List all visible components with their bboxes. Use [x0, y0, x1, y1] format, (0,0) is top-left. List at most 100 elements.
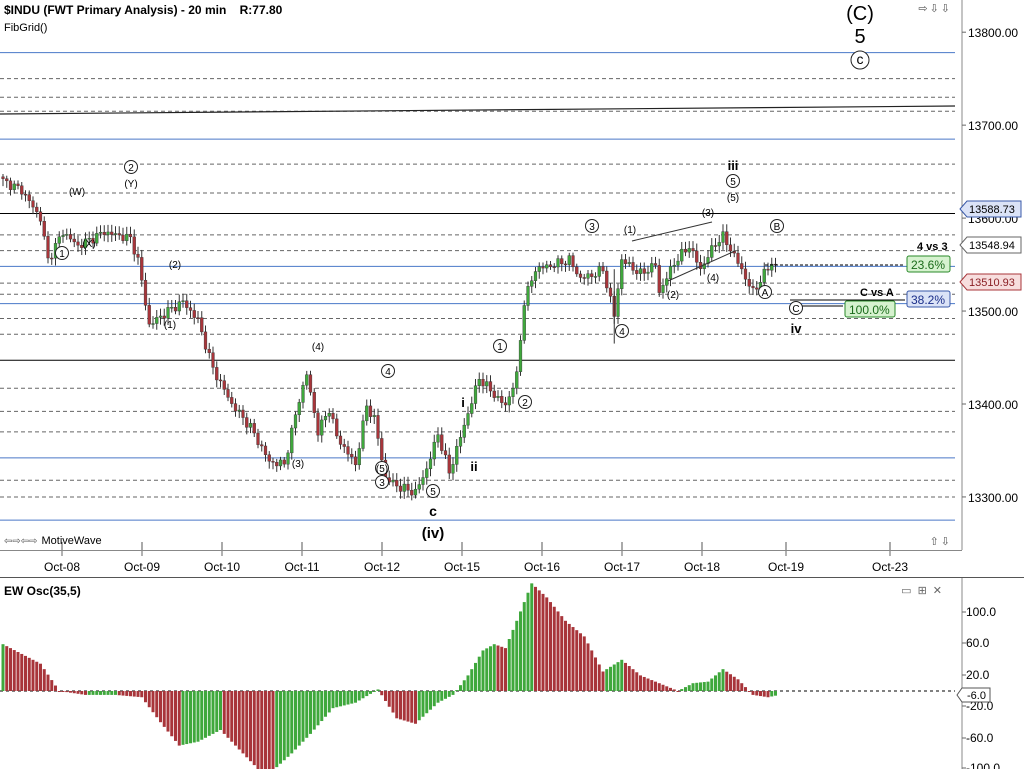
fib-level-badge[interactable]: 23.6% [906, 255, 951, 273]
candle [196, 310, 200, 324]
candle [1, 174, 5, 187]
wave-label-circled[interactable]: 2 [518, 395, 532, 410]
candle-body [650, 263, 654, 273]
candle [601, 262, 605, 274]
bottom-nav-icons[interactable]: ⇧⇩ [930, 535, 952, 548]
candle-body [252, 423, 256, 434]
price-chart[interactable]: 13300.0013400.0013500.0013600.0013700.00… [0, 0, 1024, 550]
osc-bar [586, 643, 590, 691]
wave-label-circled[interactable]: c [850, 50, 870, 70]
wave-label-circled[interactable]: 1 [55, 246, 69, 261]
navigation-arrows-icon[interactable]: ⇦⇨⇦⇨ [4, 535, 38, 547]
candle [117, 226, 121, 240]
osc-last-value-marker[interactable]: -6.0 [956, 687, 991, 703]
restore-icon[interactable]: ▭ [901, 585, 912, 597]
osc-bar [35, 661, 39, 691]
candle [432, 434, 436, 466]
osc-bar [84, 691, 87, 695]
osc-bar [646, 678, 650, 691]
candle-body [481, 379, 485, 387]
trend-line[interactable] [0, 105, 956, 115]
osc-marker-box [956, 687, 991, 703]
candle [350, 448, 354, 465]
osc-bar [515, 620, 519, 691]
osc-bar [665, 686, 669, 691]
price-marker-marker_upper[interactable]: 13588.73 [959, 200, 1022, 218]
osc-bar [657, 683, 661, 691]
osc-bar [684, 687, 687, 691]
oscillator-pane[interactable]: 100.0 60.0 20.0 -20.0 -60.0 -100.0 -6.0 EW Osc… [0, 577, 1024, 772]
price-marker-last_price[interactable]: 13548.94 [959, 236, 1022, 254]
wave-label-circled[interactable]: 1 [493, 339, 507, 354]
arrow-up-icon[interactable]: ⇧ [929, 536, 941, 548]
osc-bar [710, 678, 714, 691]
arrow-right-icon[interactable]: ⇨ [918, 3, 930, 15]
candle-body [680, 248, 684, 262]
wave-label-circled[interactable]: 2 [124, 160, 138, 175]
wave-circle [375, 475, 389, 489]
candle [717, 234, 721, 253]
candle-body [425, 468, 429, 478]
candle [278, 456, 283, 471]
osc-bar [740, 683, 744, 691]
arrow-down-icon[interactable]: ⇩ [940, 3, 952, 15]
candle [721, 224, 725, 250]
candle [492, 384, 496, 402]
maximize-icon[interactable]: ⊞ [917, 585, 927, 597]
candle [203, 325, 208, 354]
candle-body [155, 317, 159, 324]
candle-body [713, 245, 718, 247]
price-chart-pane[interactable]: 13300.00 13400.00 13500.00 13600.00 13700.00… [0, 0, 1024, 550]
candle [751, 279, 755, 296]
candle-body [507, 396, 511, 406]
candle-body [586, 273, 590, 279]
wave-label-circled[interactable]: (5) [375, 461, 389, 476]
wave-label-circled[interactable]: 3 [375, 475, 389, 490]
candle-body [683, 248, 688, 253]
wave-label-circled[interactable]: C [789, 301, 803, 316]
candle-body [140, 257, 144, 281]
osc-bar [481, 650, 485, 691]
close-icon[interactable]: ✕ [932, 585, 942, 597]
osc-bar [770, 691, 774, 697]
candle-body [567, 255, 571, 265]
osc-bar [125, 691, 129, 696]
oscillator-chart[interactable]: 100.060.020.0-20.0-60.0-100.0-6.0 [0, 578, 1024, 772]
wave-label-circled[interactable]: 4 [381, 364, 395, 379]
osc-bar [489, 646, 492, 691]
candle-body [548, 264, 553, 267]
wave-label-circled[interactable]: 5 [726, 174, 740, 189]
osc-bar [91, 691, 95, 695]
date-axis[interactable]: Oct-08 Oct-09 Oct-10 Oct-11 Oct-12 Oct-15 Oct-… [0, 550, 962, 577]
arrow-down-icon[interactable]: ⇩ [940, 536, 952, 548]
osc-bar [331, 691, 335, 709]
candle-body [121, 234, 125, 241]
candle-body [541, 266, 545, 269]
candle-body [286, 452, 290, 465]
fib-level-badge[interactable]: 38.2% [906, 290, 951, 308]
osc-bar [354, 691, 357, 703]
fib-level-badge[interactable]: 100.0% [844, 300, 896, 318]
wave-label-circled[interactable]: A [758, 285, 772, 300]
wave-circle [375, 461, 389, 475]
osc-bar [654, 681, 657, 691]
fibgrid-study-label[interactable]: FibGrid() [4, 22, 48, 34]
channel-line[interactable] [667, 250, 736, 282]
top-nav-icons[interactable]: ⇨⇩⇩ [918, 2, 952, 15]
osc-bar [121, 691, 125, 696]
candle [297, 398, 301, 422]
price-marker-marker_lower[interactable]: 13510.93 [959, 273, 1022, 291]
wave-label-circled[interactable]: 3 [585, 219, 599, 234]
wave-label-circled[interactable]: 4 [615, 324, 629, 339]
wave-label-circled[interactable]: 5 [426, 484, 440, 499]
osc-bar [432, 691, 436, 707]
candle-body [23, 193, 28, 196]
pane-window-icons[interactable]: ▭ ⊞ ✕ [901, 584, 942, 597]
candle-body [323, 416, 328, 421]
osc-bar [552, 606, 556, 691]
arrow-down-icon[interactable]: ⇩ [929, 3, 941, 15]
fib-badge-box [906, 290, 951, 308]
channel-line[interactable] [631, 221, 713, 242]
osc-bar [39, 663, 42, 691]
wave-label-circled[interactable]: B [770, 219, 784, 234]
